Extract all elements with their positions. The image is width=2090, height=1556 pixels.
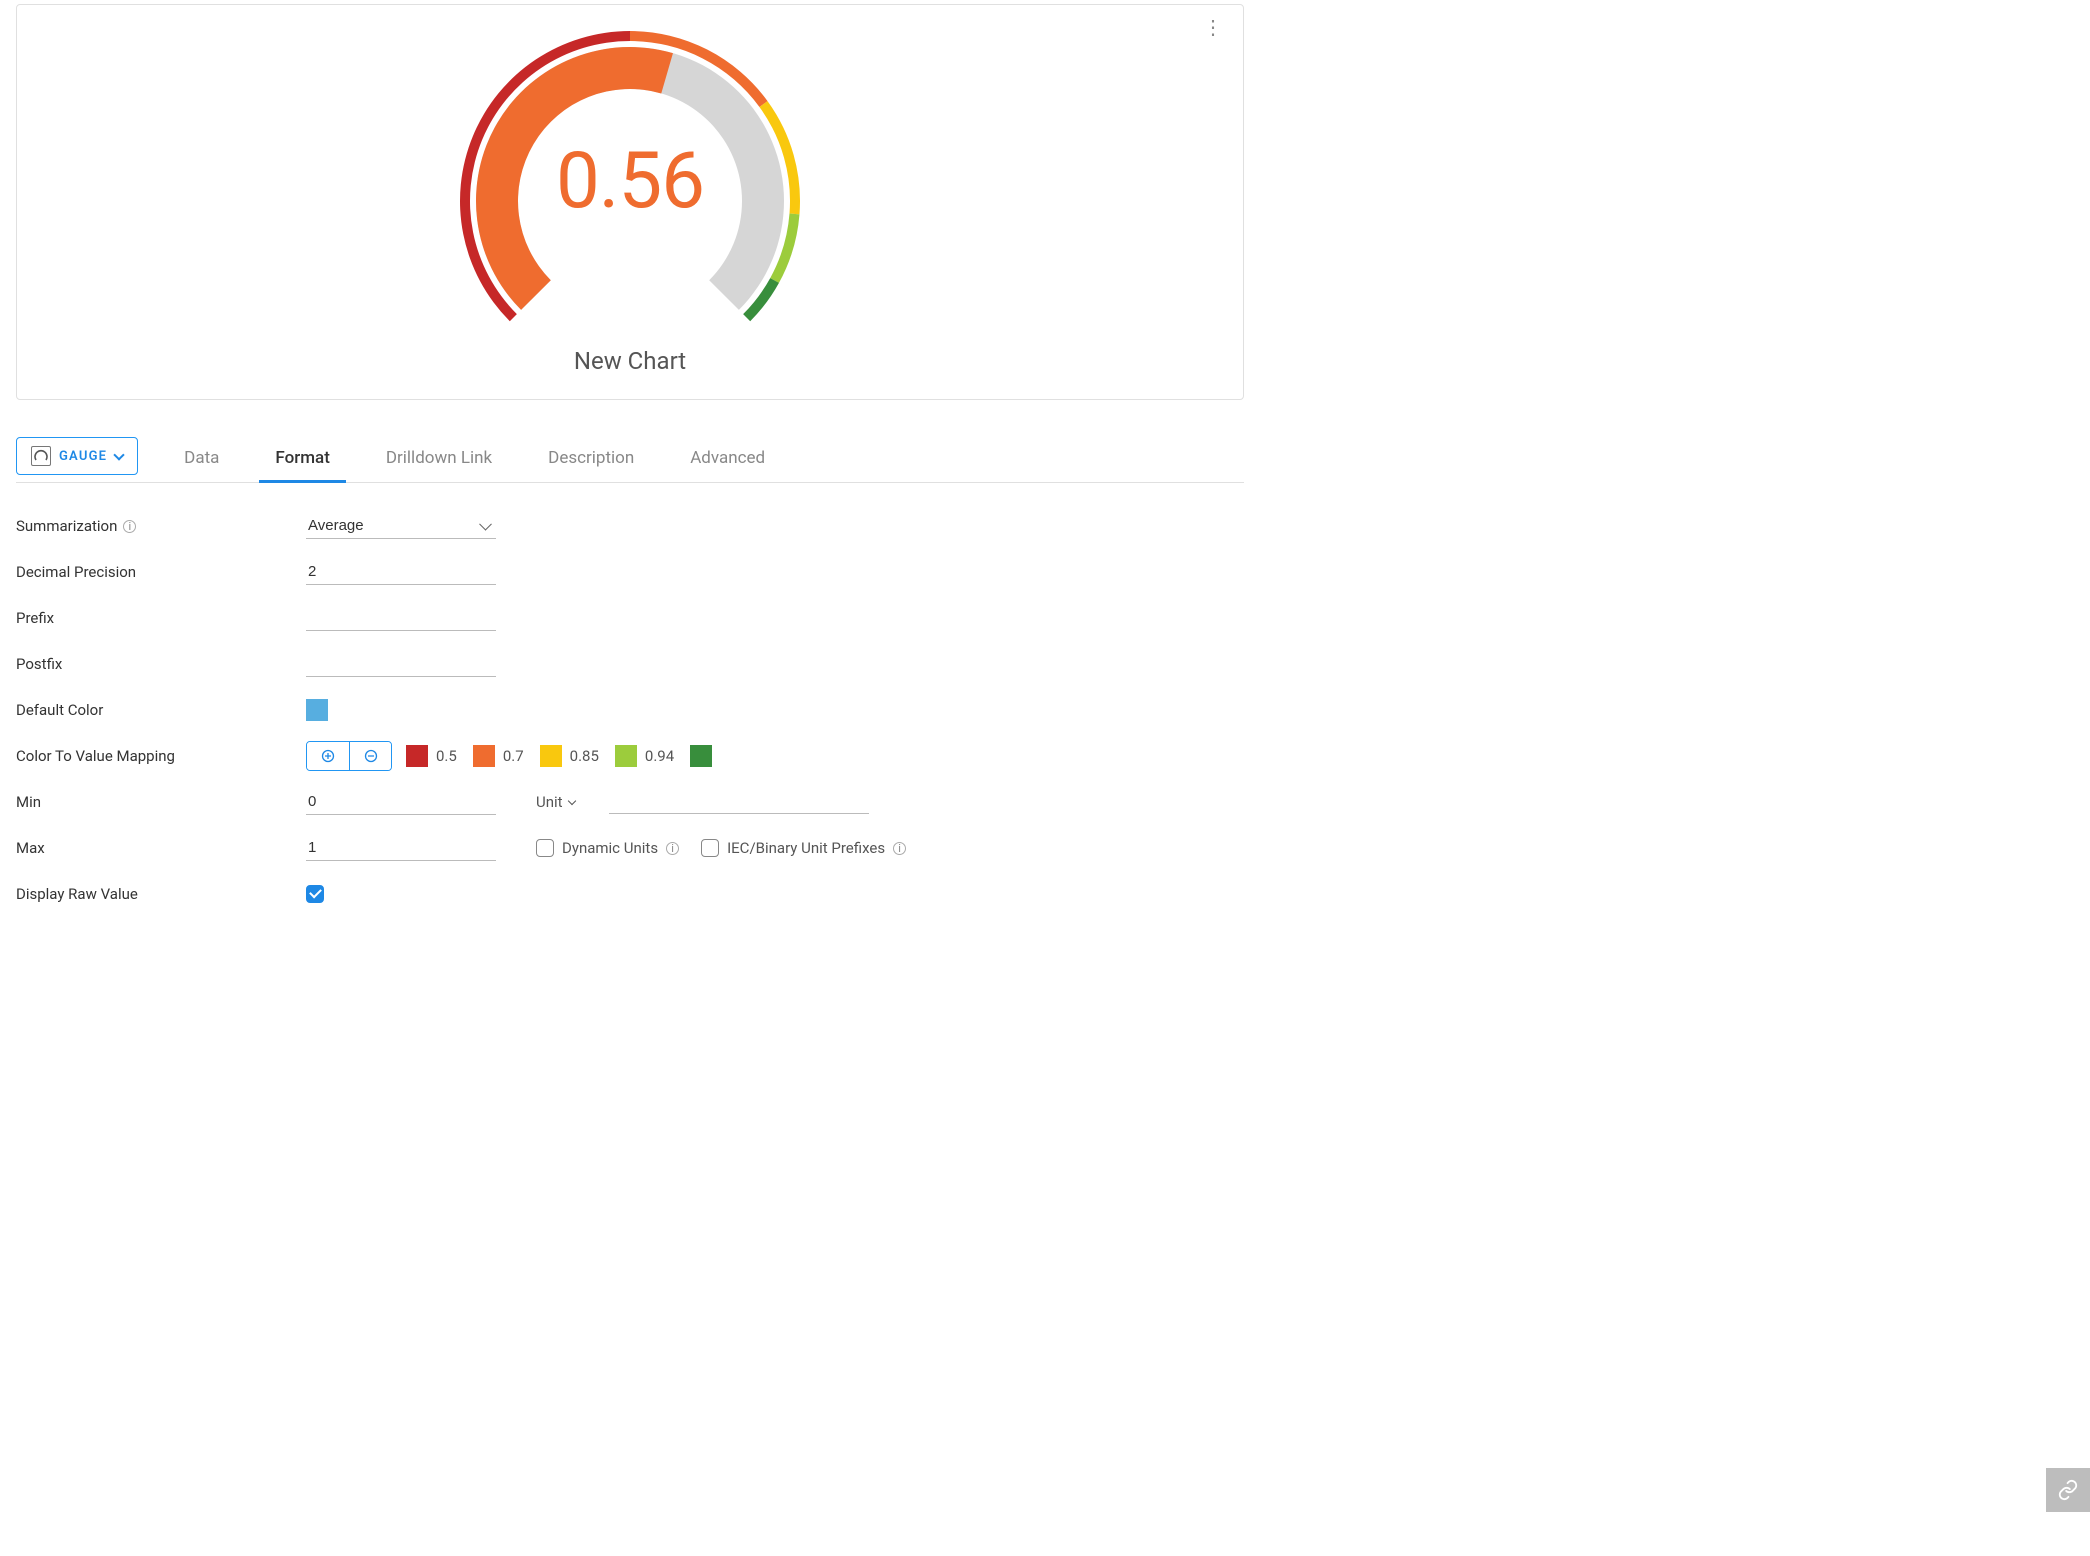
tab-format[interactable]: Format: [257, 436, 347, 482]
prefix-input[interactable]: [306, 605, 496, 631]
info-icon[interactable]: i: [666, 842, 679, 855]
format-form: Summarization i Average Decimal Precisio…: [16, 503, 1244, 917]
checkbox-icon: [536, 839, 554, 857]
info-icon[interactable]: i: [893, 842, 906, 855]
color-mapping-controls: 0.5 0.7 0.85 0.94: [306, 741, 712, 771]
iec-prefixes-checkbox[interactable]: IEC/Binary Unit Prefixes i: [701, 839, 906, 857]
add-color-stop-button[interactable]: [307, 742, 349, 770]
gauge-value-text: 0.56: [430, 21, 830, 341]
label-prefix: Prefix: [16, 609, 54, 627]
color-mapping-item: 0.7: [473, 745, 524, 767]
row-default-color: Default Color: [16, 687, 1244, 733]
tab-drilldown[interactable]: Drilldown Link: [368, 436, 510, 482]
color-swatch[interactable]: [473, 745, 495, 767]
label-summarization: Summarization i: [16, 517, 306, 535]
label-decimal-precision: Decimal Precision: [16, 563, 136, 581]
row-min: Min Unit: [16, 779, 1244, 825]
label-default-color: Default Color: [16, 701, 103, 719]
color-stop-value: 0.5: [436, 747, 457, 765]
chevron-down-icon: [114, 449, 125, 460]
info-icon[interactable]: i: [123, 520, 136, 533]
color-swatch[interactable]: [615, 745, 637, 767]
kebab-icon: ⋮: [1203, 15, 1223, 39]
color-swatch[interactable]: [406, 745, 428, 767]
chart-type-label: GAUGE: [59, 449, 107, 464]
row-display-raw: Display Raw Value: [16, 871, 1244, 917]
summarization-select[interactable]: Average: [306, 513, 496, 539]
tabs-list: Data Format Drilldown Link Description Advan…: [166, 436, 783, 482]
color-mapping-item: 0.94: [615, 745, 674, 767]
more-menu-button[interactable]: ⋮: [1195, 13, 1231, 41]
color-mapping-item: [690, 745, 712, 767]
dynamic-units-checkbox[interactable]: Dynamic Units i: [536, 839, 679, 857]
label-color-mapping: Color To Value Mapping: [16, 747, 175, 765]
default-color-swatch[interactable]: [306, 699, 328, 721]
row-prefix: Prefix: [16, 595, 1244, 641]
checkbox-icon: [701, 839, 719, 857]
color-swatch[interactable]: [540, 745, 562, 767]
unit-input[interactable]: [609, 790, 869, 814]
tabs-row: GAUGE Data Format Drilldown Link Descriptio…: [16, 436, 1244, 483]
color-mapping-plusminus: [306, 741, 392, 771]
gauge-container: 0.56 New Chart: [17, 21, 1243, 375]
decimal-precision-input[interactable]: [306, 559, 496, 585]
tab-data[interactable]: Data: [166, 436, 237, 482]
gauge-icon: [31, 446, 51, 466]
max-input[interactable]: [306, 835, 496, 861]
plus-circle-icon: [321, 749, 335, 763]
color-stop-value: 0.85: [570, 747, 599, 765]
display-raw-checkbox[interactable]: [306, 885, 324, 903]
row-color-mapping: Color To Value Mapping 0.5 0.7 0.85 0.94: [16, 733, 1244, 779]
row-decimal-precision: Decimal Precision: [16, 549, 1244, 595]
chevron-down-icon: [567, 797, 575, 805]
remove-color-stop-button[interactable]: [349, 742, 391, 770]
share-link-button[interactable]: [2046, 1468, 2090, 1512]
color-stop-value: 0.7: [503, 747, 524, 765]
postfix-input[interactable]: [306, 651, 496, 677]
checkbox-icon: [306, 885, 324, 903]
tab-description[interactable]: Description: [530, 436, 652, 482]
chart-type-selector[interactable]: GAUGE: [16, 437, 138, 475]
min-input[interactable]: [306, 789, 496, 815]
tab-advanced[interactable]: Advanced: [672, 436, 783, 482]
unit-select[interactable]: Unit: [536, 793, 575, 811]
color-stop-value: 0.94: [645, 747, 674, 765]
color-mapping-list: 0.5 0.7 0.85 0.94: [406, 745, 712, 767]
row-max: Max Dynamic Units i IEC/Binary Unit Pref…: [16, 825, 1244, 871]
chart-preview-card: ⋮ 0.56 New Chart: [16, 4, 1244, 400]
row-postfix: Postfix: [16, 641, 1244, 687]
label-min: Min: [16, 793, 41, 811]
label-max: Max: [16, 839, 45, 857]
label-postfix: Postfix: [16, 655, 62, 673]
chart-title: New Chart: [574, 347, 686, 375]
label-display-raw: Display Raw Value: [16, 885, 138, 903]
color-swatch[interactable]: [690, 745, 712, 767]
minus-circle-icon: [364, 749, 378, 763]
gauge-chart: 0.56: [430, 21, 830, 341]
color-mapping-item: 0.5: [406, 745, 457, 767]
row-summarization: Summarization i Average: [16, 503, 1244, 549]
link-icon: [2057, 1479, 2079, 1501]
color-mapping-item: 0.85: [540, 745, 599, 767]
